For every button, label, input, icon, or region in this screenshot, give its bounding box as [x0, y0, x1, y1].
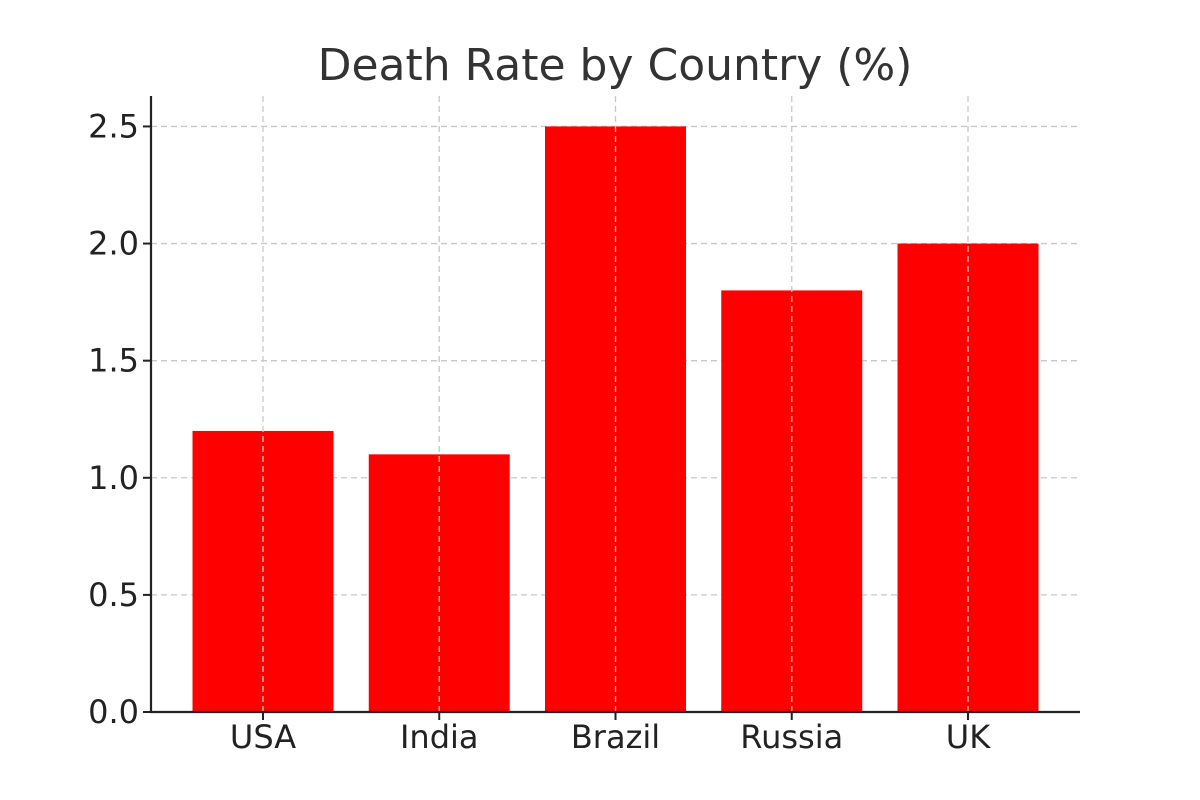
x-axis-ticks: USA India Brazil Russia UK: [230, 712, 991, 756]
y-tick-label: 1.5: [88, 342, 139, 380]
y-tick-label: 0.0: [88, 693, 139, 731]
bar-india: [368, 454, 510, 712]
y-axis-ticks: 0.0 0.5 1.0 1.5 2.0 2.5: [88, 107, 151, 731]
x-tick-label: Brazil: [571, 718, 660, 756]
x-tick-label: UK: [946, 718, 991, 756]
y-tick-label: 2.0: [88, 225, 139, 263]
y-tick-label: 1.0: [88, 459, 139, 497]
y-tick-label: 2.5: [88, 107, 139, 145]
x-tick-label: Russia: [740, 718, 843, 756]
x-tick-label: USA: [230, 718, 296, 756]
chart-title: Death Rate by Country (%): [318, 40, 913, 91]
grid-x: [262, 96, 969, 712]
y-tick-label: 0.5: [88, 576, 139, 614]
x-tick-label: India: [400, 718, 479, 756]
